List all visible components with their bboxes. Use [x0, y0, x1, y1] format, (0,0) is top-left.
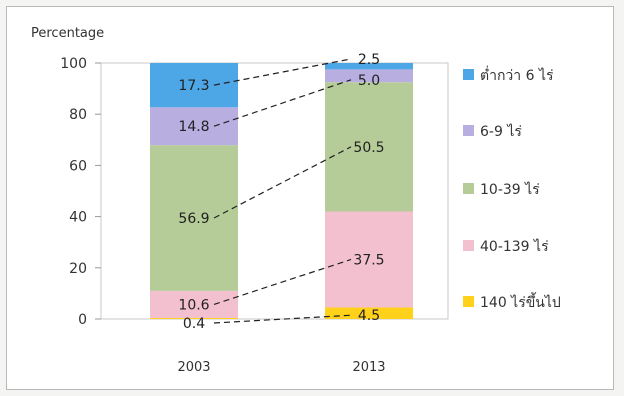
- x-category-label: 2013: [352, 360, 385, 375]
- y-tick-label: 60: [69, 158, 87, 174]
- legend-label: ต่ำกว่า 6 ไร่: [480, 66, 554, 84]
- y-tick-label: 20: [69, 261, 87, 277]
- y-tick-label: 80: [69, 107, 87, 123]
- legend-swatch: [463, 183, 474, 194]
- connector-line: [213, 58, 352, 86]
- data-label: 50.5: [353, 140, 384, 156]
- connector-line: [213, 146, 352, 219]
- bar-segment: [325, 211, 413, 308]
- data-label: 2.5: [358, 52, 380, 68]
- bar-segment: [325, 69, 413, 83]
- data-label: 5.0: [358, 73, 380, 89]
- data-label: 37.5: [353, 252, 384, 268]
- legend-label: 6-9 ไร่: [480, 123, 522, 140]
- chart-frame: Percentage 0 20 40 60 80 100 0.4 10.6 56.9 14.8 1…: [6, 6, 614, 390]
- bar-segment: [150, 145, 238, 291]
- data-label: 0.4: [183, 316, 205, 332]
- data-label: 17.3: [178, 78, 209, 94]
- y-tick-label: 0: [78, 312, 87, 328]
- y-axis-label: Percentage: [31, 26, 104, 41]
- data-label: 4.5: [358, 308, 380, 324]
- legend-label: 10-39 ไร่: [480, 181, 540, 198]
- bar-segment: [325, 82, 413, 212]
- legend-swatch: [463, 296, 474, 307]
- legend-swatch: [463, 69, 474, 80]
- stacked-bar-chart: Percentage 0 20 40 60 80 100 0.4 10.6 56.9 14.8 1…: [31, 26, 561, 375]
- bar-segment: [150, 107, 238, 146]
- connector-line: [213, 79, 352, 127]
- legend-swatch: [463, 240, 474, 251]
- connector-line: [213, 314, 352, 324]
- bar-segment: [150, 290, 238, 318]
- x-category-label: 2003: [177, 360, 210, 375]
- data-label: 14.8: [178, 119, 209, 135]
- legend-swatch: [463, 125, 474, 136]
- data-label: 56.9: [178, 211, 209, 227]
- data-label: 10.6: [178, 297, 209, 313]
- bar-segment: [150, 317, 238, 319]
- legend-label: 140 ไร่ขึ้นไป: [480, 292, 561, 311]
- y-tick-label: 40: [69, 210, 87, 226]
- bar-segment: [325, 307, 413, 319]
- connector-line: [213, 258, 352, 305]
- bar-segment: [150, 63, 238, 108]
- y-tick-label: 100: [60, 56, 87, 72]
- legend-label: 40-139 ไร่: [480, 238, 549, 255]
- bar-segment: [325, 63, 413, 70]
